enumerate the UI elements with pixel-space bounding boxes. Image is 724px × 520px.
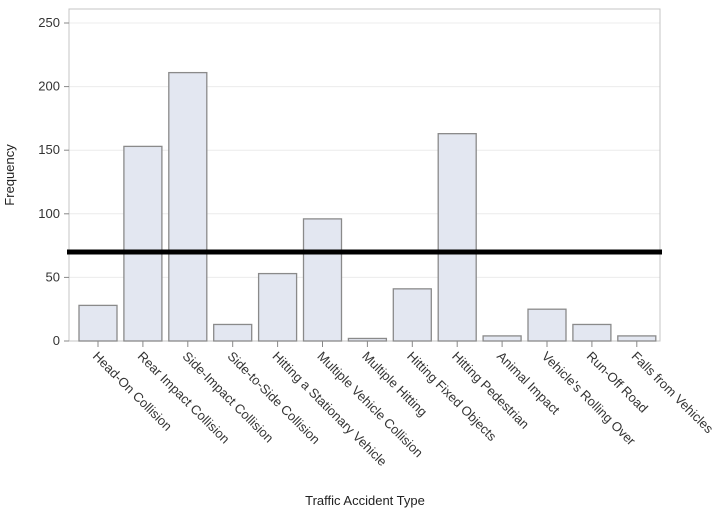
bar bbox=[78, 304, 118, 342]
bar bbox=[617, 335, 657, 342]
x-axis-label: Traffic Accident Type bbox=[305, 493, 425, 508]
y-axis-label: Frequency bbox=[2, 144, 17, 206]
bar bbox=[347, 337, 388, 342]
bar bbox=[572, 323, 612, 342]
bar bbox=[437, 133, 477, 342]
bar bbox=[392, 288, 432, 342]
bar bbox=[257, 272, 298, 342]
y-tick-label: 200 bbox=[38, 79, 60, 94]
x-tick-label: Hitting Pedestrian bbox=[449, 349, 532, 432]
y-tick-label: 150 bbox=[38, 142, 60, 157]
y-tick-label: 250 bbox=[38, 15, 60, 30]
bar bbox=[123, 145, 163, 342]
bar bbox=[302, 218, 343, 342]
y-tick-label: 100 bbox=[38, 206, 60, 221]
x-tick-label: Head-On Collision bbox=[90, 349, 175, 434]
bar bbox=[482, 335, 522, 342]
x-tick-label: Falls from Vehicles bbox=[629, 349, 717, 437]
y-tick-label: 50 bbox=[46, 269, 60, 284]
y-tick-label: 0 bbox=[53, 333, 60, 348]
bar bbox=[168, 71, 208, 342]
bar bbox=[213, 323, 253, 342]
bar bbox=[527, 308, 567, 342]
